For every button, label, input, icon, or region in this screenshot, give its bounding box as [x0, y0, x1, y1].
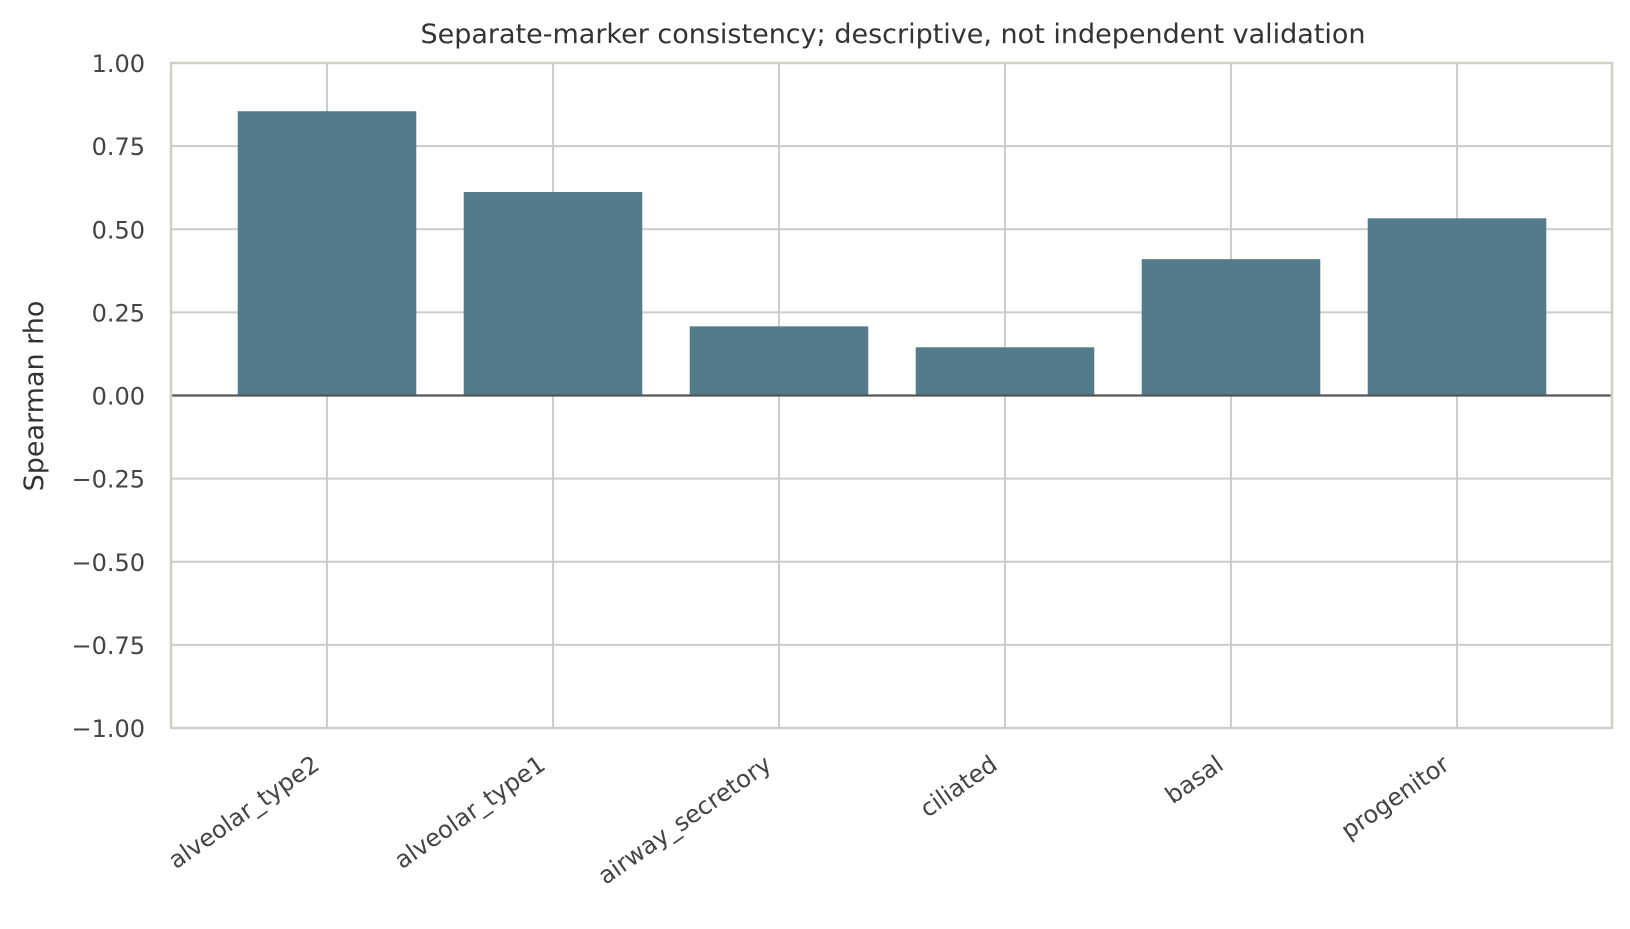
y-tick-label: 1.00	[92, 50, 145, 78]
y-tick-label: 0.75	[92, 133, 145, 161]
bars	[237, 111, 1547, 396]
y-tick-label: −0.25	[71, 466, 145, 494]
y-tick-label: −1.00	[71, 715, 145, 743]
bar-ciliated	[915, 347, 1095, 396]
x-tick-label: progenitor	[1336, 750, 1455, 845]
x-tick-label: airway_secretory	[593, 750, 777, 890]
y-tick-label: 0.25	[92, 299, 145, 327]
x-tick-label: basal	[1160, 750, 1228, 810]
y-tick-label: 0.50	[92, 216, 145, 244]
y-tick-label: −0.75	[71, 632, 145, 660]
x-tick-labels: alveolar_type2 alveolar_type1 airway_secre…	[163, 750, 1454, 890]
bar-progenitor	[1367, 218, 1547, 396]
y-tick-labels: 1.00 0.75 0.50 0.25 0.00 −0.25 −0.50 −0.75 −1.00	[71, 50, 145, 743]
chart-title: Separate-marker consistency; descriptive…	[420, 19, 1365, 50]
x-tick-label: alveolar_type1	[389, 750, 550, 875]
bar-basal	[1141, 259, 1321, 396]
bar-alveolar-type2	[237, 111, 417, 396]
y-axis-label: Spearman rho	[19, 301, 50, 492]
bar-alveolar-type1	[463, 192, 643, 396]
plot-frame	[169, 61, 1614, 730]
y-tick-label: 0.00	[92, 383, 145, 411]
y-tick-label: −0.50	[71, 549, 145, 577]
x-tick-label: ciliated	[915, 750, 1003, 823]
bar-airway-secretory	[689, 326, 869, 396]
x-tick-label: alveolar_type2	[163, 750, 324, 875]
